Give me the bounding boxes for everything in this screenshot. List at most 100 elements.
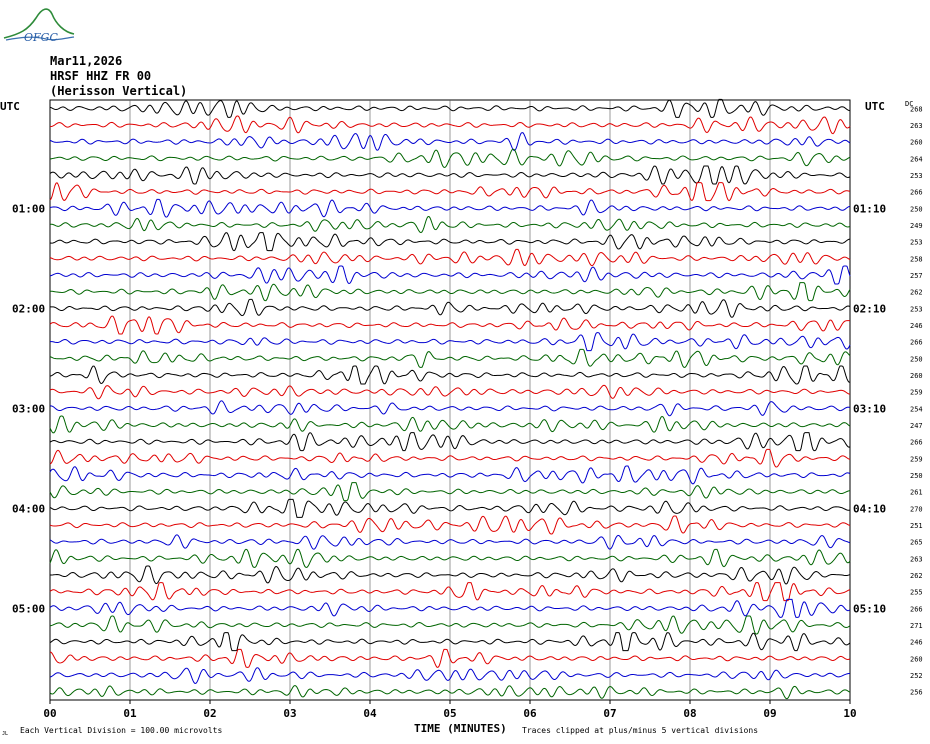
- x-tick-label: 03: [283, 707, 296, 720]
- x-axis-title: TIME (MINUTES): [414, 722, 507, 735]
- right-utc-label: UTC: [865, 100, 885, 113]
- trace-line: [49, 565, 851, 585]
- right-time-label: 02:10: [853, 302, 886, 315]
- left-time-label: 02:00: [12, 302, 45, 315]
- dc-value: 270: [910, 505, 923, 513]
- trace-line: [49, 667, 851, 684]
- dc-value: 253: [910, 239, 923, 247]
- dc-value: 251: [910, 522, 923, 530]
- x-tick-label: 06: [523, 707, 537, 720]
- dc-value: 266: [910, 339, 923, 347]
- left-utc-label: UTC: [0, 100, 20, 113]
- ofgc-logo: OFGC: [3, 8, 75, 44]
- right-time-label: 01:10: [853, 202, 886, 215]
- trace-line: [49, 332, 851, 352]
- dc-value: 268: [910, 105, 923, 113]
- dc-value: 261: [910, 489, 923, 497]
- left-time-label: 01:00: [12, 202, 45, 215]
- dc-value: 249: [910, 222, 923, 230]
- dc-value: 258: [910, 255, 923, 263]
- corner-mark: JL: [2, 731, 8, 737]
- left-time-label: 04:00: [12, 502, 45, 515]
- dc-header: DC: [905, 100, 913, 108]
- trace-line: [49, 515, 851, 535]
- trace-line: [49, 132, 851, 151]
- trace-line: [49, 248, 851, 267]
- trace-line: [49, 215, 851, 234]
- clip-note: Traces clipped at plus/minus 5 vertical …: [522, 726, 758, 735]
- dc-value: 250: [910, 355, 923, 363]
- left-time-label: 03:00: [12, 402, 45, 415]
- dc-value: 252: [910, 672, 923, 680]
- trace-line: [49, 165, 851, 185]
- trace-line: [49, 615, 851, 635]
- trace-line: [49, 534, 851, 550]
- dc-value: 263: [910, 555, 923, 563]
- dc-value: 253: [910, 305, 923, 313]
- dc-value: 263: [910, 122, 923, 130]
- trace-line: [49, 182, 851, 202]
- trace-line: [49, 282, 851, 302]
- x-tick-label: 04: [363, 707, 377, 720]
- dc-value: 260: [910, 372, 923, 380]
- dc-offset-values: 268 263 260 264 253 266 250 249 253 258 257 262 253 2…: [910, 105, 923, 696]
- dc-value: 266: [910, 189, 923, 197]
- x-tick-label: 05: [443, 707, 456, 720]
- trace-line: [49, 298, 851, 318]
- x-tick-label: 10: [843, 707, 856, 720]
- trace-line: [49, 448, 851, 468]
- dc-value: 259: [910, 389, 923, 397]
- trace-line: [49, 198, 851, 218]
- trace-line: [49, 98, 851, 118]
- trace-line: [49, 148, 851, 168]
- station-location: (Herisson Vertical): [50, 84, 188, 98]
- trace-line: [49, 315, 851, 335]
- dc-value: 254: [910, 405, 923, 413]
- trace-line: [49, 265, 851, 285]
- x-tick-label: 01: [123, 707, 137, 720]
- trace-line: [49, 465, 851, 485]
- trace-line: [49, 548, 851, 568]
- trace-line: [49, 648, 851, 668]
- dc-value: 246: [910, 322, 923, 330]
- trace-line: [49, 582, 851, 602]
- dc-value: 260: [910, 655, 923, 663]
- right-time-label: 03:10: [853, 402, 886, 415]
- trace-line: [49, 348, 851, 368]
- dc-value: 265: [910, 539, 923, 547]
- trace-line: [49, 415, 851, 434]
- dc-value: 259: [910, 455, 923, 463]
- trace-line: [49, 598, 851, 618]
- left-time-label: 05:00: [12, 602, 45, 615]
- scale-note: Each Vertical Division = 100.00 microvol…: [20, 726, 222, 735]
- trace-line: [49, 685, 851, 700]
- trace-line: [49, 482, 851, 502]
- record-date: Mar11,2026: [50, 54, 123, 68]
- trace-line: [49, 498, 851, 518]
- dc-value: 256: [910, 689, 923, 697]
- seismic-traces: [49, 98, 851, 700]
- trace-line: [49, 232, 851, 252]
- right-time-label: 04:10: [853, 502, 886, 515]
- right-time-label: 05:10: [853, 602, 886, 615]
- dc-value: 266: [910, 439, 923, 447]
- minute-gridlines: [129, 100, 771, 700]
- dc-value: 266: [910, 605, 923, 613]
- x-tick-label: 00: [43, 707, 56, 720]
- dc-value: 257: [910, 272, 923, 280]
- x-tick-label: 09: [763, 707, 776, 720]
- dc-value: 262: [910, 572, 923, 580]
- trace-line: [49, 632, 851, 652]
- dc-value: 250: [910, 205, 923, 213]
- dc-value: 253: [910, 172, 923, 180]
- trace-line: [49, 400, 851, 417]
- dc-value: 271: [910, 622, 923, 630]
- trace-line: [49, 432, 851, 452]
- dc-value: 262: [910, 289, 923, 297]
- dc-value: 260: [910, 139, 923, 147]
- trace-line: [49, 365, 851, 385]
- dc-value: 255: [910, 589, 923, 597]
- x-tick-label: 07: [603, 707, 616, 720]
- trace-line: [49, 384, 851, 400]
